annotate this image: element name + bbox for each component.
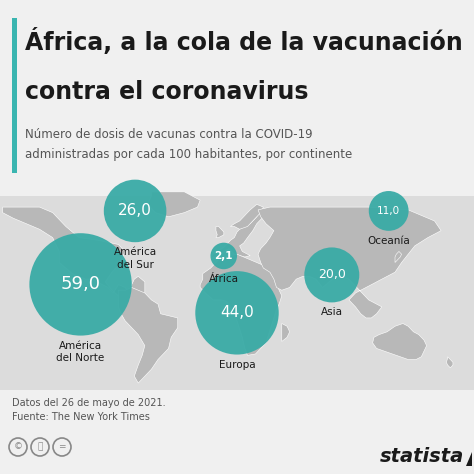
Polygon shape: [3, 207, 145, 296]
Polygon shape: [210, 210, 266, 257]
Text: América
del Sur: América del Sur: [114, 247, 156, 270]
Text: 11,0: 11,0: [377, 206, 400, 216]
Text: 2,1: 2,1: [214, 251, 233, 261]
Text: 59,0: 59,0: [61, 275, 100, 293]
Polygon shape: [282, 323, 290, 341]
Polygon shape: [466, 452, 472, 466]
Text: Oceanía: Oceanía: [367, 236, 410, 246]
Text: contra el coronavirus: contra el coronavirus: [25, 80, 309, 104]
Text: Fuente: The New York Times: Fuente: The New York Times: [12, 412, 150, 422]
Polygon shape: [147, 192, 200, 217]
Text: administradas por cada 100 habitantes, por continente: administradas por cada 100 habitantes, p…: [25, 148, 352, 161]
Circle shape: [29, 233, 132, 336]
Bar: [0, 196, 474, 390]
Text: 26,0: 26,0: [118, 203, 152, 219]
Text: Asia: Asia: [321, 308, 343, 318]
Polygon shape: [447, 357, 453, 368]
Text: África: África: [209, 274, 239, 284]
Text: Número de dosis de vacunas contra la COVID-19: Número de dosis de vacunas contra la COV…: [25, 128, 313, 141]
Text: 44,0: 44,0: [220, 305, 254, 320]
Text: ⓘ: ⓘ: [37, 443, 43, 452]
Text: África, a la cola de la vacunación: África, a la cola de la vacunación: [25, 28, 463, 55]
Circle shape: [104, 180, 166, 242]
Polygon shape: [200, 254, 282, 356]
Text: 20,0: 20,0: [318, 268, 346, 282]
Polygon shape: [230, 204, 264, 229]
Polygon shape: [395, 251, 401, 263]
Text: statista: statista: [380, 447, 464, 466]
Polygon shape: [373, 323, 427, 359]
Text: América
del Norte: América del Norte: [56, 341, 105, 363]
Circle shape: [195, 271, 279, 355]
Text: =: =: [58, 443, 66, 452]
Polygon shape: [258, 207, 441, 318]
Text: Datos del 26 de mayo de 2021.: Datos del 26 de mayo de 2021.: [12, 398, 165, 408]
Polygon shape: [118, 287, 178, 383]
Circle shape: [210, 243, 237, 269]
Polygon shape: [216, 227, 224, 237]
Circle shape: [304, 247, 359, 302]
Text: Europa: Europa: [219, 360, 255, 370]
Text: ©: ©: [13, 443, 22, 452]
Circle shape: [369, 191, 409, 231]
Bar: [12, 18, 17, 173]
